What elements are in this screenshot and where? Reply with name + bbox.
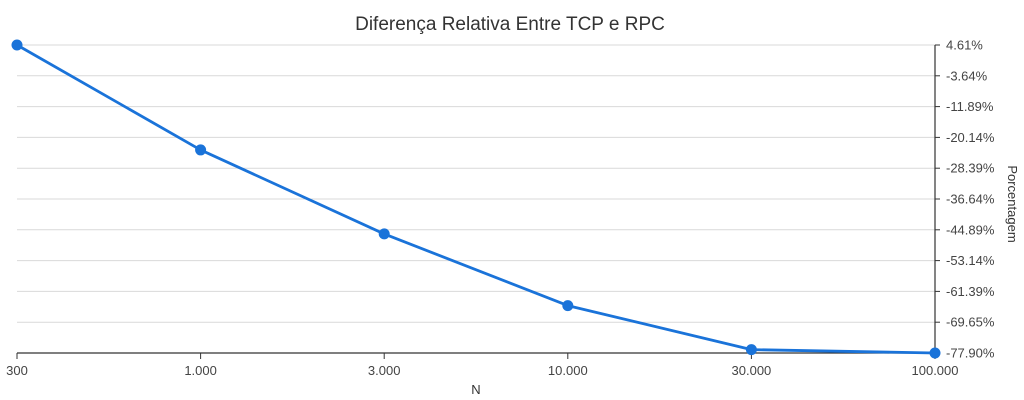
data-point[interactable] xyxy=(378,228,390,240)
y-tick-label: -11.89% xyxy=(946,99,994,114)
y-axis-label: Porcentagem xyxy=(1005,165,1020,242)
grid-lines xyxy=(17,44,935,323)
data-point[interactable] xyxy=(195,144,207,156)
y-tick-label: -3.64% xyxy=(946,68,988,83)
x-tick-label: 100.000 xyxy=(912,363,959,378)
x-axis-label: N xyxy=(471,382,480,397)
x-tick-label: 300 xyxy=(6,363,28,378)
y-tick-label: -61.39% xyxy=(946,284,995,299)
y-tick-label: -28.39% xyxy=(946,161,995,176)
data-point[interactable] xyxy=(11,39,23,51)
x-tick-label: 1.000 xyxy=(184,363,217,378)
data-series xyxy=(11,39,941,359)
y-tick-label: -44.89% xyxy=(946,222,995,237)
x-tick-label: 10.000 xyxy=(548,363,588,378)
x-tick-label: 30.000 xyxy=(732,363,772,378)
data-point[interactable] xyxy=(745,344,757,356)
series-line xyxy=(16,43,936,355)
y-tick-label: -20.14% xyxy=(946,130,995,145)
data-point[interactable] xyxy=(929,347,941,359)
data-point[interactable] xyxy=(562,300,574,312)
y-tick-label: -77.90% xyxy=(946,346,995,361)
y-tick-label: -69.65% xyxy=(946,315,995,330)
x-tick-label: 3.000 xyxy=(368,363,401,378)
x-axis-ticks: 300 1.000 3.000 10.000 30.000 100.000 xyxy=(6,353,959,378)
y-axis-ticks: 4.61% -3.64% -11.89% -20.14% -28.39% -36.64% -… xyxy=(935,38,995,361)
y-tick-label: -53.14% xyxy=(946,253,995,268)
y-tick-label: 4.61% xyxy=(946,38,983,53)
y-tick-label: -36.64% xyxy=(946,192,995,207)
chart-title: Diferença Relativa Entre TCP e RPC xyxy=(355,14,665,35)
